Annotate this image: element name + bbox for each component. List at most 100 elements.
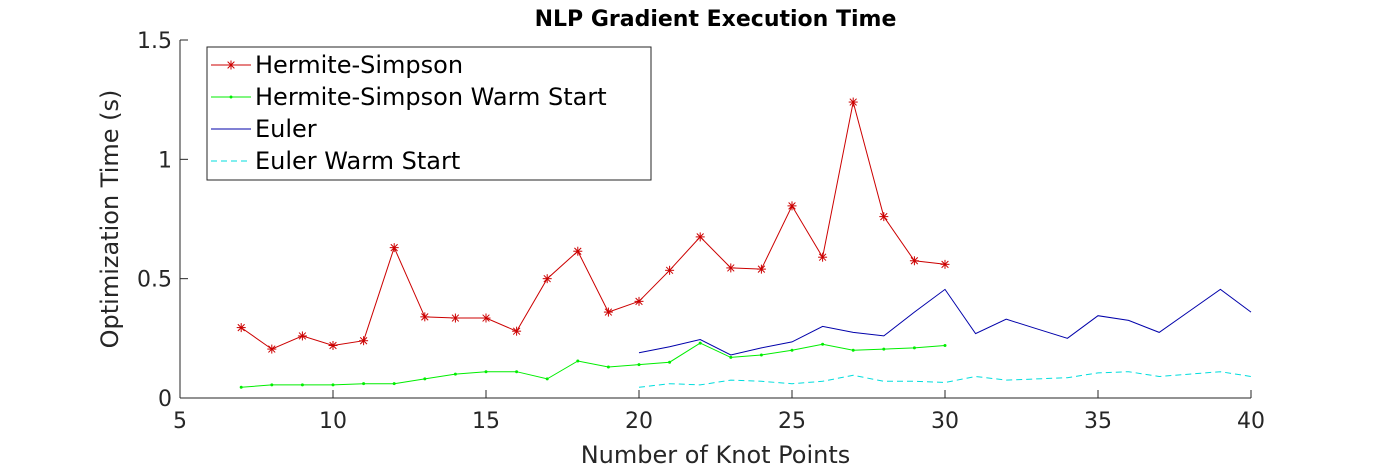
data-point xyxy=(420,312,430,322)
data-point xyxy=(637,363,641,367)
marker-stroke xyxy=(451,314,460,322)
data-point xyxy=(943,343,947,347)
x-tick-label: 5 xyxy=(173,409,187,434)
marker-stroke xyxy=(512,327,521,335)
chart-title: NLP Gradient Execution Time xyxy=(535,7,897,32)
data-point xyxy=(576,359,580,363)
data-point xyxy=(818,252,828,262)
marker-stroke xyxy=(227,61,235,69)
marker-stroke xyxy=(727,264,735,272)
legend-marker xyxy=(229,95,233,99)
data-point xyxy=(879,212,889,222)
data-point xyxy=(328,340,338,350)
marker-stroke xyxy=(298,332,307,340)
data-point xyxy=(453,372,457,376)
data-point xyxy=(362,382,366,386)
series-line xyxy=(638,288,1252,356)
marker-stroke xyxy=(329,341,337,350)
data-point xyxy=(542,274,552,284)
marker-stroke xyxy=(665,266,674,275)
marker-stroke xyxy=(910,257,919,265)
data-point xyxy=(270,383,274,387)
data-point xyxy=(668,360,672,364)
marker-stroke xyxy=(421,313,429,321)
x-tick-label: 40 xyxy=(1237,409,1265,434)
data-point xyxy=(821,342,825,346)
legend-item: Euler Warm Start xyxy=(211,147,460,175)
legend-item: Hermite-Simpson xyxy=(211,51,463,79)
y-tick-label: 1.5 xyxy=(137,29,172,54)
legend-box xyxy=(206,46,652,181)
series-2 xyxy=(239,341,947,389)
data-point xyxy=(481,313,491,323)
data-point xyxy=(848,97,858,107)
marker-stroke xyxy=(237,323,245,332)
data-point xyxy=(392,382,396,386)
data-point xyxy=(450,313,460,323)
marker-stroke xyxy=(574,247,582,255)
series-1 xyxy=(236,97,950,354)
data-point xyxy=(851,348,855,352)
data-point xyxy=(726,263,736,273)
y-tick-label: 0.5 xyxy=(137,268,172,293)
data-point xyxy=(512,326,522,336)
data-point xyxy=(698,341,702,345)
marker-stroke xyxy=(818,253,827,261)
axes: 5 10 15 20 25 30 35 40 0 0.5 1 1.5 xyxy=(137,29,1265,434)
data-point xyxy=(912,346,916,350)
data-point xyxy=(729,355,733,359)
data-point xyxy=(909,256,919,266)
data-point xyxy=(634,296,644,306)
data-point xyxy=(236,323,246,333)
x-tick-label: 15 xyxy=(472,409,500,434)
data-point xyxy=(940,259,950,269)
marker-stroke xyxy=(880,212,888,221)
data-point xyxy=(389,243,399,253)
data-point xyxy=(787,201,797,211)
series-3 xyxy=(638,288,1252,356)
data-point xyxy=(515,370,519,374)
x-tick-label: 20 xyxy=(625,409,653,434)
series-line xyxy=(638,371,1252,388)
legend-item: Euler xyxy=(211,115,317,143)
x-tick-label: 10 xyxy=(319,409,347,434)
x-axis-label: Number of Knot Points xyxy=(581,441,851,469)
data-point xyxy=(759,353,763,357)
marker-stroke xyxy=(696,233,704,241)
legend: Hermite-Simpson Hermite-Simpson Warm Star… xyxy=(206,46,652,181)
legend-label: Hermite-Simpson xyxy=(255,51,463,79)
marker-stroke xyxy=(635,297,643,306)
data-point xyxy=(423,377,427,381)
data-point xyxy=(603,307,613,317)
data-point xyxy=(882,347,886,351)
marker-stroke xyxy=(359,336,368,345)
data-point xyxy=(267,344,277,354)
marker-stroke xyxy=(390,243,398,252)
series-4 xyxy=(638,371,1252,388)
marker-stroke xyxy=(941,260,949,269)
y-tick-label: 1 xyxy=(158,148,172,173)
x-tick-label: 35 xyxy=(1084,409,1112,434)
data-point xyxy=(300,383,304,387)
data-point xyxy=(665,265,675,275)
data-point xyxy=(297,331,307,341)
y-axis-label: Optimization Time (s) xyxy=(96,90,124,349)
marker-stroke xyxy=(604,308,613,316)
series-line xyxy=(241,342,946,388)
legend-label: Euler Warm Start xyxy=(255,147,460,175)
marker-stroke xyxy=(268,345,276,353)
data-point xyxy=(545,377,549,381)
data-point xyxy=(331,383,335,387)
data-point xyxy=(359,336,369,346)
marker-stroke xyxy=(788,202,796,210)
marker-stroke xyxy=(543,274,551,283)
legend-item: Hermite-Simpson Warm Start xyxy=(211,83,607,111)
marker-stroke xyxy=(757,265,766,273)
x-tick-label: 25 xyxy=(778,409,806,434)
data-point xyxy=(790,348,794,352)
marker-stroke xyxy=(482,314,490,322)
data-point xyxy=(484,370,488,374)
data-point xyxy=(239,385,243,389)
data-point xyxy=(573,246,583,256)
